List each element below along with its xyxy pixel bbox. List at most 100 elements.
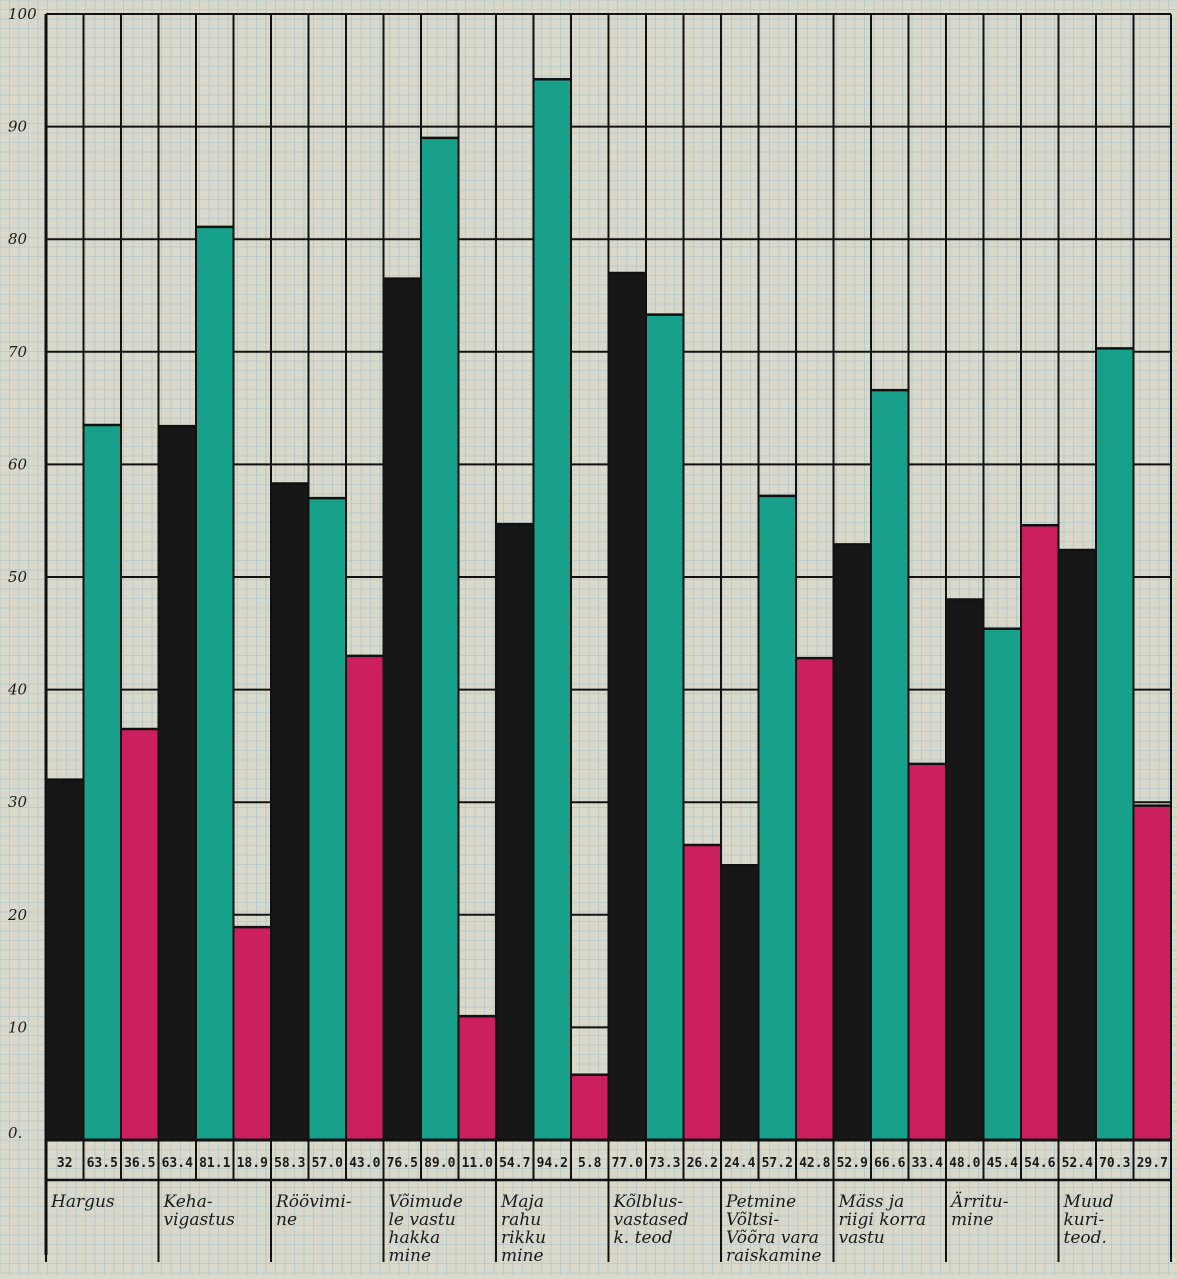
category-label: Maja bbox=[500, 1192, 544, 1212]
category-label: Kõlblus- bbox=[613, 1192, 684, 1212]
value-label: 26.2 bbox=[687, 1156, 718, 1171]
bar bbox=[984, 628, 1020, 1140]
bar bbox=[272, 483, 308, 1140]
value-label: 89.0 bbox=[424, 1156, 455, 1171]
category-label: raiskamine bbox=[726, 1246, 821, 1266]
value-label: 73.3 bbox=[649, 1156, 680, 1171]
bar bbox=[84, 424, 120, 1140]
category-label: teod. bbox=[1064, 1228, 1107, 1248]
category-label: mine bbox=[501, 1246, 544, 1266]
bar bbox=[47, 779, 83, 1140]
value-label: 52.9 bbox=[837, 1156, 868, 1171]
value-label: 48.0 bbox=[949, 1156, 980, 1171]
value-label: 42.8 bbox=[799, 1156, 830, 1171]
bar bbox=[459, 1016, 495, 1140]
category-label: Hargus bbox=[50, 1192, 115, 1212]
bar bbox=[909, 763, 945, 1140]
value-label: 57.2 bbox=[762, 1156, 793, 1171]
bar bbox=[797, 658, 833, 1140]
bar bbox=[872, 390, 908, 1141]
category-label: le vastu bbox=[389, 1210, 456, 1230]
bar bbox=[722, 865, 758, 1140]
category-label: Keha- bbox=[163, 1192, 213, 1212]
value-label: 24.4 bbox=[724, 1156, 755, 1171]
y-tick-label: 0. bbox=[8, 1124, 22, 1142]
category-label: Petmine bbox=[725, 1192, 796, 1212]
bar bbox=[122, 729, 158, 1140]
y-tick-label: 10 bbox=[8, 1018, 28, 1036]
value-label: 52.4 bbox=[1062, 1156, 1093, 1171]
value-label: 76.5 bbox=[387, 1156, 418, 1171]
bar bbox=[647, 314, 683, 1141]
value-label: 57.0 bbox=[312, 1156, 343, 1171]
bar bbox=[422, 137, 458, 1141]
y-tick-label: 30 bbox=[8, 793, 28, 811]
y-tick-label: 80 bbox=[8, 230, 28, 248]
bar bbox=[834, 544, 870, 1140]
value-label: 63.5 bbox=[87, 1156, 118, 1171]
category-label: Võltsi- bbox=[726, 1210, 779, 1230]
major-grid bbox=[44, 13, 1172, 1255]
category-label: ne bbox=[276, 1210, 297, 1230]
category-label: Röövimi- bbox=[275, 1192, 352, 1212]
value-label: 63.4 bbox=[162, 1156, 193, 1171]
value-label: 33.4 bbox=[912, 1156, 943, 1171]
bar bbox=[947, 599, 983, 1140]
value-label: 36.5 bbox=[124, 1156, 155, 1171]
bar bbox=[1097, 348, 1133, 1140]
bar bbox=[347, 655, 383, 1140]
bar bbox=[759, 495, 795, 1141]
y-tick-label: 100 bbox=[8, 5, 37, 23]
value-label: 54.7 bbox=[499, 1156, 530, 1171]
category-label: Võõra vara bbox=[726, 1228, 819, 1248]
category-table: 32 63.5 36.5 63.4 81.1 18.9 58.3 57.0 43.0 76.5 89… bbox=[45, 1140, 1172, 1266]
category-label: Mäss ja bbox=[838, 1192, 905, 1212]
category-label: Ärritu- bbox=[949, 1191, 1009, 1212]
bar bbox=[309, 498, 345, 1140]
y-tick-label: 20 bbox=[7, 906, 28, 924]
value-label: 94.2 bbox=[537, 1156, 568, 1171]
value-label: 70.3 bbox=[1099, 1156, 1130, 1171]
value-label: 54.6 bbox=[1024, 1156, 1055, 1171]
category-label: hakka bbox=[389, 1228, 441, 1248]
category-label: mine bbox=[389, 1246, 432, 1266]
bar bbox=[384, 278, 420, 1140]
category-label: mine bbox=[951, 1210, 994, 1230]
y-tick-label: 40 bbox=[7, 681, 28, 699]
value-label: 58.3 bbox=[274, 1156, 305, 1171]
bar bbox=[1059, 549, 1095, 1140]
category-label: Muud bbox=[1063, 1192, 1114, 1212]
y-tick-labels: 0. 10 20 30 40 50 60 70 80 90 100 bbox=[7, 5, 37, 1142]
category-label: riigi korra bbox=[839, 1210, 927, 1230]
value-label: 18.9 bbox=[237, 1156, 268, 1171]
y-tick-label: 90 bbox=[8, 118, 28, 136]
value-label: 45.4 bbox=[987, 1156, 1018, 1171]
value-label: 66.6 bbox=[874, 1156, 905, 1171]
value-label: 5.8 bbox=[578, 1156, 602, 1171]
bar bbox=[497, 524, 533, 1140]
value-label: 11.0 bbox=[462, 1156, 493, 1171]
bar bbox=[1134, 805, 1170, 1140]
bar bbox=[609, 272, 645, 1141]
value-label: 81.1 bbox=[199, 1156, 230, 1171]
category-label: vastased bbox=[614, 1210, 689, 1230]
category-label: kuri- bbox=[1064, 1210, 1105, 1230]
value-label: 32 bbox=[57, 1156, 73, 1171]
bars bbox=[46, 78, 1171, 1142]
bar bbox=[159, 426, 195, 1141]
category-label: Võimude bbox=[389, 1192, 463, 1212]
bar bbox=[572, 1074, 608, 1140]
category-label: rikku bbox=[501, 1228, 546, 1248]
y-tick-label: 50 bbox=[8, 568, 28, 586]
y-tick-label: 60 bbox=[8, 455, 28, 473]
bar bbox=[684, 844, 720, 1140]
bar bbox=[1022, 525, 1058, 1140]
value-label: 43.0 bbox=[349, 1156, 380, 1171]
bar bbox=[234, 927, 270, 1140]
category-label: vastu bbox=[839, 1228, 885, 1248]
value-label: 77.0 bbox=[612, 1156, 643, 1171]
category-label: rahu bbox=[501, 1210, 541, 1230]
bar bbox=[534, 79, 570, 1141]
